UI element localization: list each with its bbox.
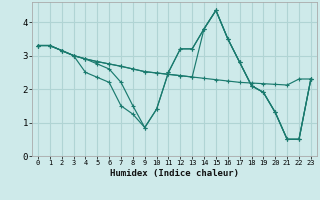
X-axis label: Humidex (Indice chaleur): Humidex (Indice chaleur) (110, 169, 239, 178)
